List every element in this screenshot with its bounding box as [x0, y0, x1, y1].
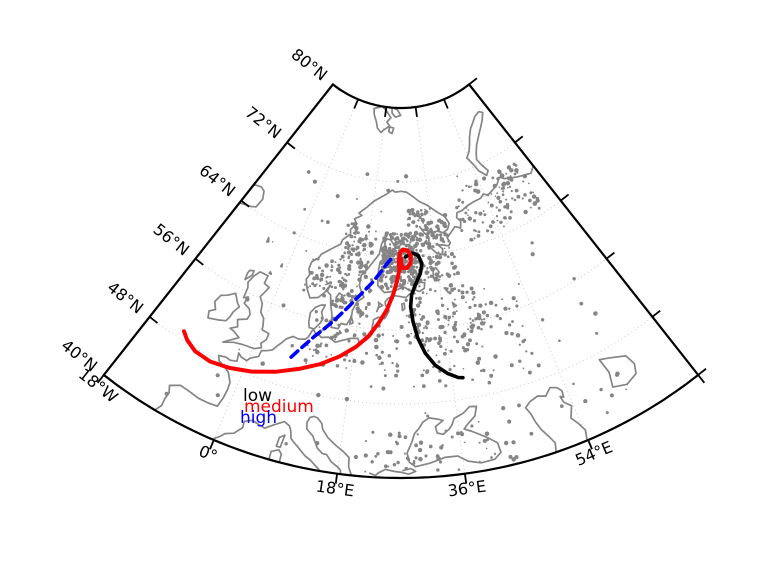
- lon-label-36e: 36°E: [446, 476, 488, 501]
- trajectory-medium: [182, 247, 413, 374]
- legend-item-high: high: [240, 408, 278, 428]
- lon-label-18e: 18°E: [314, 476, 356, 501]
- legend-item-medium: medium: [244, 397, 314, 417]
- lake-speckles: [164, 162, 627, 473]
- trajectory-low: [403, 251, 465, 380]
- trajectories: [182, 247, 465, 380]
- trajectory-high: [289, 255, 395, 359]
- legend-item-low: low: [243, 386, 273, 406]
- tick-marks: [96, 77, 707, 484]
